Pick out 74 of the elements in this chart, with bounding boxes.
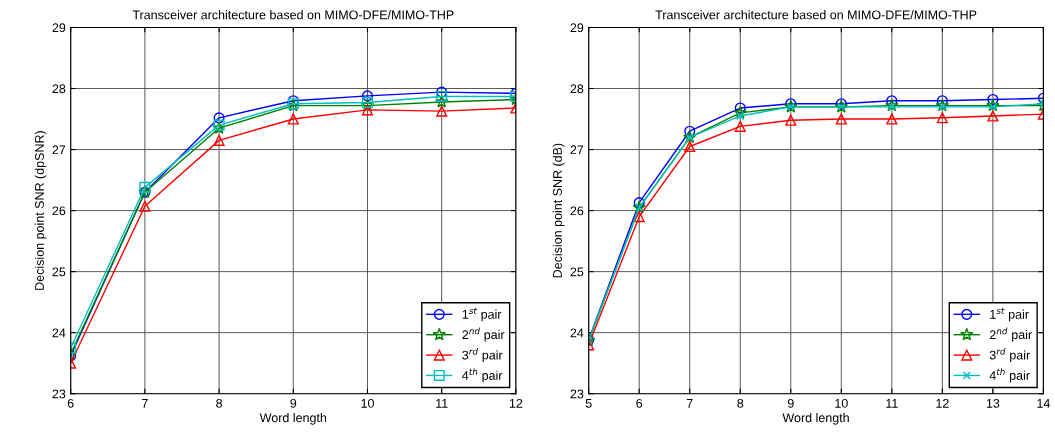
legend-label: 3$^{rd}$ pair	[989, 347, 1030, 362]
x-axis-title: Word length	[259, 413, 327, 425]
y-tick-label: 26	[52, 206, 66, 216]
point	[936, 112, 948, 124]
point	[886, 113, 898, 125]
chart-title: Transceiver architecture based on MIMO-DFE/MIMO-THP	[132, 10, 454, 20]
y-tick-label: 29	[52, 23, 66, 33]
x-tick-label: 11	[886, 399, 898, 408]
x-tick-label: 9	[290, 398, 297, 408]
point	[935, 98, 949, 112]
x-tick-label: 6	[636, 398, 643, 408]
x-tick-label: 13	[986, 398, 1000, 408]
y-axis-title: Decision point SNR (dB)	[552, 143, 565, 278]
legend-label: 1$^{st}$ pair	[990, 307, 1029, 322]
y-tick-label: 28	[52, 84, 66, 94]
legend-label: 3$^{rd}$ pair	[462, 347, 503, 362]
point	[736, 111, 745, 121]
x-tick-label: 8	[737, 398, 744, 408]
point	[987, 110, 999, 122]
x-axis-title: Word length	[782, 413, 849, 425]
y-tick-label: 29	[570, 23, 584, 33]
y-axis-title: Decision point SNR (dpSNR)	[34, 131, 47, 290]
x-tick-label: 11	[436, 399, 448, 408]
y-tick-label: 24	[52, 328, 66, 338]
x-tick-label: 12	[509, 398, 523, 408]
point	[684, 140, 696, 153]
x-tick-label: 6	[67, 398, 74, 408]
x-tick-label: 10	[361, 398, 374, 408]
point	[986, 98, 1000, 112]
point	[213, 112, 225, 124]
y-tick-label: 27	[570, 145, 584, 155]
x-tick-label: 10	[835, 398, 848, 408]
point	[139, 181, 151, 193]
legend-label: 4$^{th}$ pair	[989, 368, 1030, 383]
y-tick-label: 25	[570, 267, 584, 277]
point	[139, 200, 151, 212]
legend-label: 2$^{nd}$ pair	[462, 327, 505, 342]
point	[938, 102, 947, 111]
point	[734, 120, 746, 132]
y-tick-label: 24	[570, 328, 584, 338]
point	[988, 102, 998, 111]
point	[436, 105, 448, 117]
chart-title: Transceiver architecture based on MIMO-DFE/MIMO-THP	[655, 10, 977, 20]
y-tick-label: 23	[570, 389, 584, 399]
point	[435, 94, 449, 108]
point	[835, 113, 847, 125]
point	[213, 134, 225, 146]
point	[287, 113, 299, 125]
point	[785, 114, 797, 126]
x-tick-label: 5	[585, 399, 592, 408]
x-tick-label: 9	[787, 398, 794, 408]
point	[436, 90, 448, 102]
x-tick-label: 8	[216, 398, 223, 408]
point	[633, 197, 645, 209]
legend-label: 4$^{th}$ pair	[462, 368, 503, 383]
x-tick-label: 7	[142, 399, 148, 408]
y-tick-label: 27	[52, 145, 66, 155]
point	[733, 105, 747, 119]
y-tick-label: 26	[570, 206, 584, 216]
y-tick-label: 23	[52, 389, 66, 399]
y-tick-label: 28	[570, 84, 584, 94]
x-tick-label: 12	[936, 398, 949, 408]
point	[633, 211, 645, 223]
point	[734, 102, 746, 114]
point	[361, 104, 374, 116]
point	[885, 98, 899, 112]
point	[684, 125, 696, 137]
point	[361, 90, 374, 102]
y-tick-label: 25	[52, 267, 66, 277]
legend-label: 1$^{st}$ pair	[462, 307, 502, 322]
x-tick-label: 14	[1037, 399, 1050, 408]
x-tick-label: 7	[686, 399, 693, 408]
legend-label: 2$^{nd}$ pair	[989, 327, 1032, 342]
point	[987, 93, 999, 106]
